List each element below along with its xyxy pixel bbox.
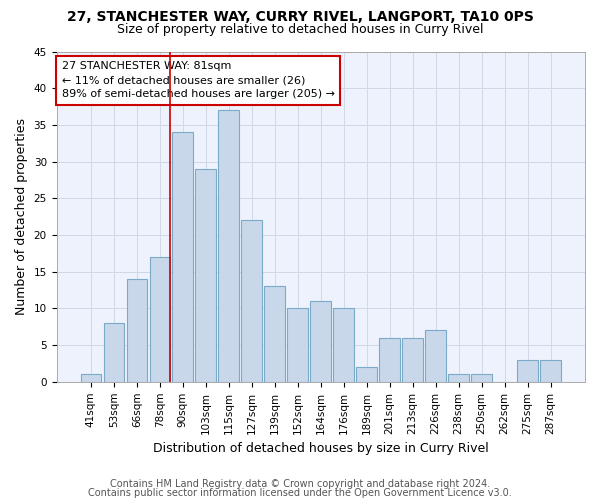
Bar xyxy=(287,308,308,382)
Bar xyxy=(172,132,193,382)
Bar xyxy=(149,257,170,382)
Bar xyxy=(517,360,538,382)
Bar xyxy=(403,338,423,382)
X-axis label: Distribution of detached houses by size in Curry Rivel: Distribution of detached houses by size … xyxy=(153,442,488,455)
Bar xyxy=(310,301,331,382)
Bar xyxy=(379,338,400,382)
Bar xyxy=(265,286,285,382)
Bar xyxy=(425,330,446,382)
Bar xyxy=(241,220,262,382)
Bar xyxy=(218,110,239,382)
Bar xyxy=(540,360,561,382)
Y-axis label: Number of detached properties: Number of detached properties xyxy=(15,118,28,315)
Bar xyxy=(448,374,469,382)
Text: 27, STANCHESTER WAY, CURRY RIVEL, LANGPORT, TA10 0PS: 27, STANCHESTER WAY, CURRY RIVEL, LANGPO… xyxy=(67,10,533,24)
Bar xyxy=(127,279,147,382)
Text: 27 STANCHESTER WAY: 81sqm
← 11% of detached houses are smaller (26)
89% of semi-: 27 STANCHESTER WAY: 81sqm ← 11% of detac… xyxy=(62,62,335,100)
Bar xyxy=(334,308,354,382)
Bar xyxy=(472,374,492,382)
Text: Size of property relative to detached houses in Curry Rivel: Size of property relative to detached ho… xyxy=(117,22,483,36)
Bar xyxy=(80,374,101,382)
Bar xyxy=(196,169,216,382)
Text: Contains public sector information licensed under the Open Government Licence v3: Contains public sector information licen… xyxy=(88,488,512,498)
Text: Contains HM Land Registry data © Crown copyright and database right 2024.: Contains HM Land Registry data © Crown c… xyxy=(110,479,490,489)
Bar xyxy=(104,323,124,382)
Bar xyxy=(356,367,377,382)
